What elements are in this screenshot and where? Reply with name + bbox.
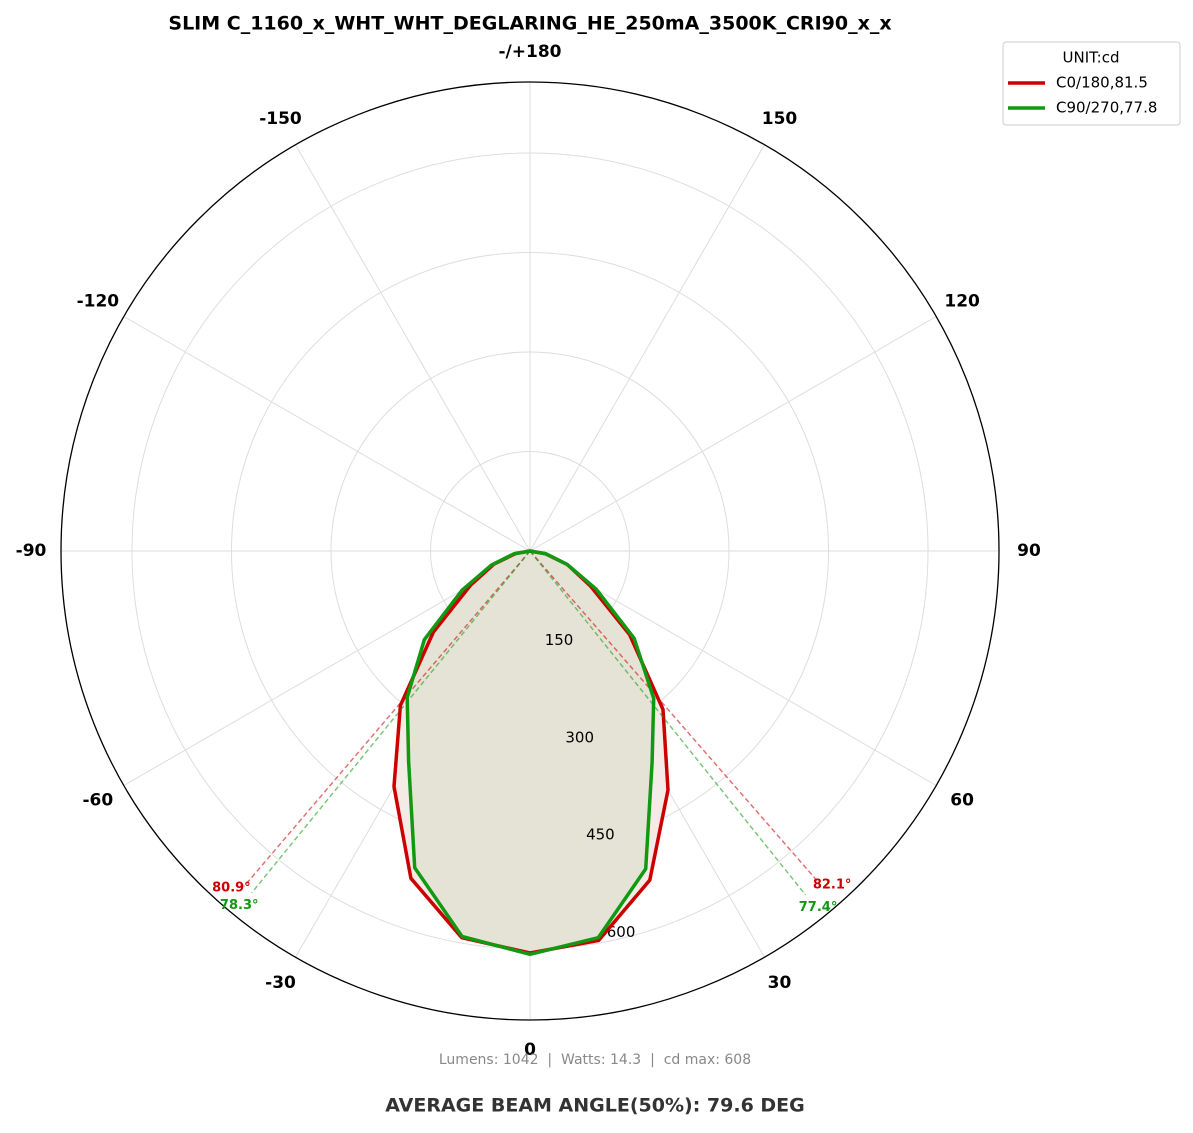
legend-box [1002,41,1181,126]
angle-tick-label: 150 [762,109,798,129]
grid-spoke [529,316,937,552]
legend-label: C0/180,81.5 [1056,74,1148,92]
beam-label: 77.4° [799,900,838,915]
legend-label: C90/270,77.8 [1056,99,1157,117]
angle-tick-label: -30 [265,973,296,993]
grid-spoke [529,144,765,552]
angle-tick-label: -150 [259,109,302,129]
angle-tick-label: -90 [16,541,47,561]
angle-tick-label: -/+180 [499,42,562,62]
angle-tick-label: -120 [77,292,120,312]
footnote: Lumens: 1042 | Watts: 14.3 | cd max: 608 [439,1052,751,1068]
chart-title: SLIM C_1160_x_WHT_WHT_DEGLARING_HE_250mA… [168,13,891,35]
beam-label: 78.3° [220,898,259,913]
angle-tick-label: 90 [1017,541,1041,561]
beam-label: 80.9° [212,880,251,895]
angle-tick-label: 0 [524,1040,536,1060]
radial-tick-label: 300 [565,728,594,746]
legend-title: UNIT:cd [1063,49,1120,67]
grid-spoke [295,144,531,552]
angle-tick-label: 120 [944,292,980,312]
beam-label: 82.1° [813,877,852,892]
angle-tick-label: -60 [82,791,113,811]
angle-tick-label: 30 [768,973,792,993]
beam-line [529,550,807,896]
radial-tick-label: 600 [607,923,636,941]
series-line [405,549,656,957]
angle-tick-label: 60 [950,791,974,811]
polar-frame [60,81,1000,1021]
beam-line [243,550,531,887]
caption: AVERAGE BEAM ANGLE(50%): 79.6 DEG [385,1095,805,1117]
series-fill [407,551,654,955]
beam-line [251,550,531,894]
grid-spoke [123,316,531,552]
beam-line [529,550,821,884]
radial-tick-label: 150 [545,631,574,649]
radial-tick-label: 450 [586,826,615,844]
plot-area: 0 30 60 90 120 150 -/+180 -150 -120 -90 -60 -30 150 3… [16,42,1041,1060]
